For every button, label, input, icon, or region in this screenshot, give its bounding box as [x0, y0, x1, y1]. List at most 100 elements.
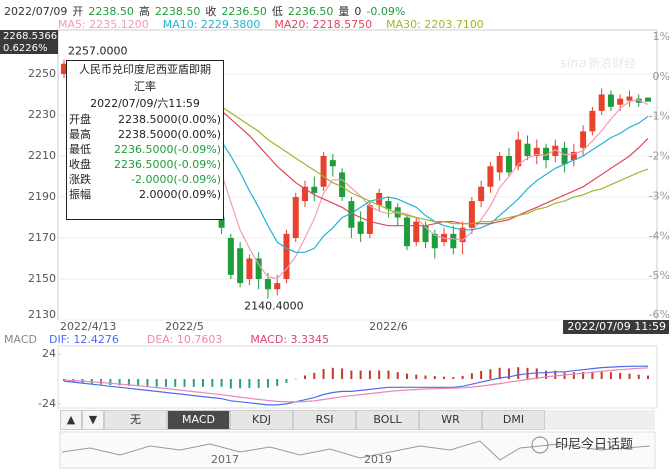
tooltip-time: 2022/07/09/六11:59: [90, 97, 200, 110]
macd-bar: [572, 372, 575, 379]
candle-body: [524, 143, 531, 156]
x-tick-label: 2022/5: [165, 320, 204, 333]
macd-bar: [276, 379, 279, 387]
indicator-tab[interactable]: KDJ: [230, 410, 293, 430]
tooltip-row: 开盘 2238.5000(0.00%): [67, 112, 223, 127]
macd-bar: [341, 368, 344, 379]
macd-bar: [628, 373, 631, 379]
candle-body: [533, 147, 540, 156]
macd-bar: [127, 379, 130, 386]
macd-bar: [415, 374, 418, 379]
candle-body: [598, 94, 605, 111]
tooltip-value: 2.0000(0.09%): [138, 188, 221, 201]
y2-tick-label: -2%: [649, 150, 670, 163]
indicator-tab[interactable]: 无: [104, 410, 167, 430]
tooltip-row: 收盘 2236.5000(-0.09%): [67, 157, 223, 172]
tooltip-title: 汇率: [134, 80, 156, 93]
tooltip-label: 振幅: [69, 188, 91, 201]
y2-tick-label: 1%: [653, 30, 670, 43]
macd-bar: [304, 375, 307, 379]
indicator-tab[interactable]: RSI: [293, 410, 356, 430]
overview-frame: [59, 431, 656, 469]
macd-bar: [266, 379, 269, 388]
macd-bar: [174, 379, 177, 387]
macd-line: [63, 365, 649, 406]
candle-body: [274, 283, 281, 290]
legend-entry: MA10: 2229.3800: [162, 18, 261, 31]
macd-bar: [433, 376, 436, 379]
macd-bar: [257, 379, 260, 388]
indicator-tab[interactable]: WR: [419, 410, 482, 430]
cursor-box: [0, 30, 58, 54]
macd-bar: [248, 379, 251, 389]
macd-bar: [498, 367, 501, 379]
candle-body: [264, 279, 271, 290]
ma-line: [202, 99, 649, 280]
candle-body: [403, 217, 410, 247]
candle-body: [218, 217, 225, 228]
tooltip-row: 最高 2238.5000(0.00%): [67, 127, 223, 142]
y-tick-label: 2130: [28, 308, 56, 321]
candle-body: [413, 221, 420, 243]
candle-body: [496, 156, 503, 173]
candle-body: [366, 205, 373, 234]
x-tick-label: 2022/07/09 11:59: [567, 320, 666, 333]
candle-body: [607, 94, 614, 107]
macd-bar: [164, 379, 167, 387]
header-value: 2236.50: [287, 5, 334, 18]
legend-entry: DIF: 12.4276: [48, 333, 119, 346]
header-label: 收: [205, 5, 217, 18]
y2-tick-label: -4%: [649, 229, 670, 242]
candle-body: [61, 63, 67, 74]
indicator-tab[interactable]: BOLL: [356, 410, 419, 430]
header-date: 2022/07/09: [4, 5, 68, 18]
macd-bar: [146, 379, 149, 387]
macd-bar: [220, 379, 223, 387]
y-tick-label: 2190: [28, 190, 56, 203]
tooltip-title: 人民币兑印度尼西亚盾即期: [79, 63, 211, 76]
scroll-arrow[interactable]: ▼: [82, 410, 104, 430]
candle-body: [255, 258, 262, 279]
header-value: 2238.50: [154, 5, 201, 18]
macd-bar: [507, 368, 510, 379]
candle-body: [283, 233, 290, 279]
candle-body: [543, 147, 550, 161]
time-box: [563, 320, 669, 334]
ma-legend: MA5: 2235.1200 MA10: 2229.3800 MA20: 2218.…: [58, 18, 498, 31]
tooltip-value: 2238.5000(0.00%): [117, 113, 221, 126]
tooltip-value: 2236.5000(-0.09%): [114, 158, 221, 171]
macd-bar: [535, 368, 538, 379]
macd-bar: [619, 372, 622, 379]
header-label: 开: [72, 5, 84, 18]
indicator-tab[interactable]: DMI: [482, 410, 545, 430]
candle-body: [570, 151, 577, 161]
cursor-percent: 0.6226%: [3, 43, 48, 54]
ma-line: [202, 94, 649, 225]
watermark-brand: sina: [560, 57, 587, 72]
macd-bar: [591, 371, 594, 379]
watermark-name: 新浪财经: [588, 56, 636, 71]
candle-body: [580, 131, 587, 148]
header-label: 低: [271, 5, 283, 18]
macd-bar: [452, 377, 455, 379]
macd-bar: [155, 379, 158, 387]
tooltip-row: 最低 2236.5000(-0.09%): [67, 142, 223, 157]
macd-legend: MACD DIF: 12.4276 DEA: 10.7603 MACD: 3.3345: [4, 333, 334, 346]
candle-body: [320, 156, 327, 187]
watermark-footer: 印尼今日话题: [555, 437, 633, 453]
tooltip: 人民币兑印度尼西亚盾即期 汇率 2022/07/09/六11:59 开盘 2238.50…: [66, 60, 224, 220]
cursor-price: 2268.5366: [3, 31, 57, 42]
candle-body: [468, 201, 475, 228]
header-value: 0: [354, 5, 362, 18]
overview-year: 2019: [364, 453, 392, 466]
candle-body: [487, 166, 494, 187]
scroll-arrow[interactable]: ▲: [60, 410, 82, 430]
macd-bar: [424, 375, 427, 379]
macd-bar: [405, 373, 408, 379]
macd-bar: [183, 379, 186, 387]
candle-body: [617, 98, 624, 105]
indicator-tab[interactable]: MACD: [167, 410, 230, 430]
candle-body: [450, 233, 457, 249]
